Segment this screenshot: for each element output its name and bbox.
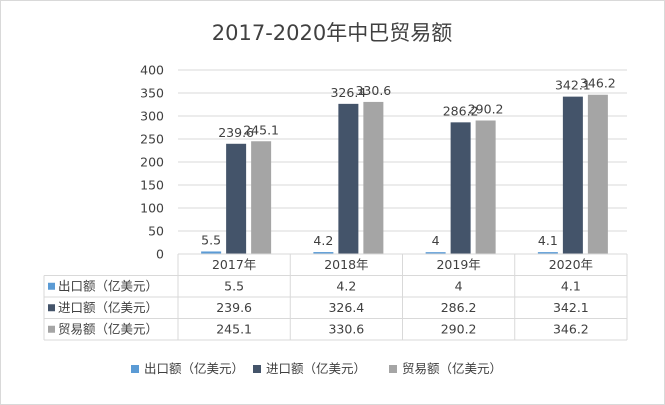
chart-title: 2017-2020年中巴贸易额 [212, 21, 452, 45]
table-cell: 346.2 [553, 322, 589, 337]
table-cell: 330.6 [328, 322, 364, 337]
bar [251, 141, 272, 254]
y-tick-label: 250 [140, 132, 164, 147]
bar [363, 101, 384, 254]
data-label: 286.2 [443, 103, 479, 118]
x-tick-label: 2019年 [436, 257, 480, 272]
bar [475, 120, 496, 255]
legend-label: 进口额（亿美元） [266, 361, 366, 376]
bar [313, 252, 334, 254]
data-label: 239.6 [218, 125, 254, 140]
table-series-name: 出口额（亿美元） [58, 279, 158, 294]
data-label: 330.6 [355, 83, 391, 98]
data-labels: 5.5 4.2 4 4.1 239.6 326.4 286.2 342.1 245.1 330.6… [201, 76, 616, 248]
y-tick-label: 350 [140, 86, 164, 101]
x-tick-label: 2020年 [549, 257, 593, 272]
data-label: 326.4 [330, 85, 366, 100]
data-label: 346.2 [580, 76, 616, 91]
bar [537, 252, 558, 254]
table-cell: 290.2 [441, 322, 477, 337]
table-cell: 5.5 [224, 279, 244, 294]
x-tick-label: 2017年 [212, 257, 256, 272]
table-cell: 4 [455, 279, 463, 294]
table-series-key [48, 282, 55, 290]
y-tick-label: 50 [148, 224, 164, 239]
bar [201, 251, 222, 254]
data-label: 5.5 [201, 232, 221, 247]
table-cell: 245.1 [216, 322, 252, 337]
data-label: 4 [432, 233, 440, 248]
y-axis-ticks: 0 50 100 150 200 250 300 350 400 [140, 63, 164, 262]
data-label: 4.1 [538, 233, 558, 248]
bars [201, 94, 608, 255]
table-series-key [48, 304, 55, 312]
data-label: 290.2 [468, 102, 504, 117]
y-tick-label: 100 [140, 201, 164, 216]
data-label: 342.1 [555, 78, 591, 93]
table-series-name: 贸易额（亿美元） [58, 322, 158, 337]
bar [587, 94, 608, 254]
legend-swatch [253, 365, 261, 373]
table-cell: 286.2 [441, 300, 477, 315]
y-tick-label: 150 [140, 178, 164, 193]
data-label: 245.1 [243, 122, 279, 137]
table-cell: 239.6 [216, 300, 252, 315]
bar [450, 122, 471, 255]
legend-label: 贸易额（亿美元） [402, 361, 502, 376]
y-tick-label: 0 [156, 247, 164, 262]
table-cell: 326.4 [328, 300, 364, 315]
x-tick-label: 2018年 [324, 257, 368, 272]
legend-label: 出口额（亿美元） [144, 361, 244, 376]
y-tick-label: 400 [140, 63, 164, 78]
table-cell: 342.1 [553, 300, 589, 315]
bar [338, 103, 359, 254]
data-label: 4.2 [313, 233, 333, 248]
legend-swatch [131, 365, 139, 373]
bar [226, 143, 247, 254]
legend: 出口额（亿美元） 进口额（亿美元） 贸易额（亿美元） [131, 361, 502, 376]
y-tick-label: 200 [140, 155, 164, 170]
table-cell: 4.2 [336, 279, 356, 294]
bar [562, 96, 583, 254]
legend-swatch [389, 365, 397, 373]
table-series-name: 进口额（亿美元） [58, 300, 158, 315]
table-cell: 4.1 [561, 279, 581, 294]
bar [425, 252, 446, 254]
y-tick-label: 300 [140, 109, 164, 124]
table-series-key [48, 325, 55, 333]
